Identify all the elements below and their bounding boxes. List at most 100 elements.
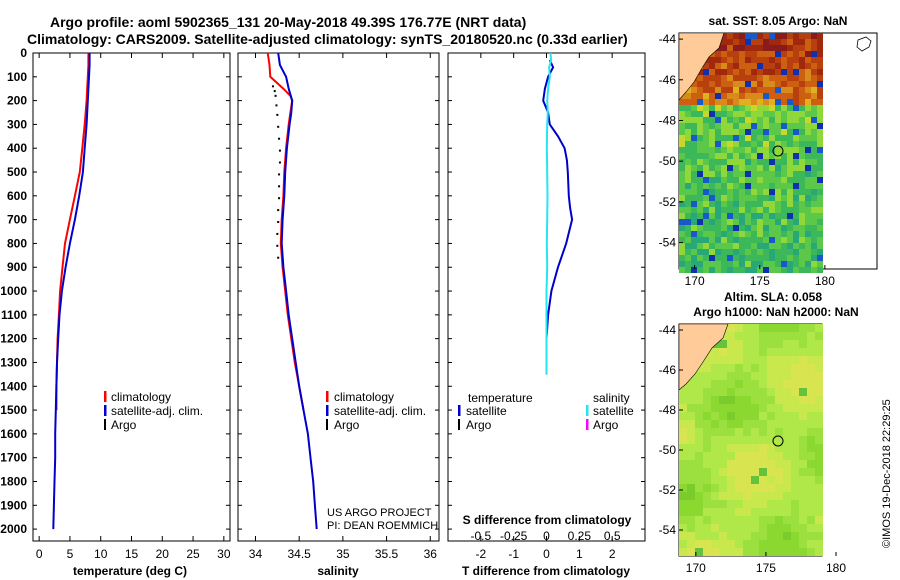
sla-cell (735, 388, 743, 396)
sst-cell (709, 99, 715, 105)
sst-cell (703, 177, 709, 183)
sla-cell (695, 532, 703, 540)
sst-cell (757, 63, 763, 69)
sla-cell (759, 420, 767, 428)
sla-cell (743, 340, 751, 348)
sst-cell (799, 183, 805, 189)
sst-cell (769, 141, 775, 147)
sla-cell (791, 348, 799, 356)
sla-cell (751, 548, 759, 556)
sla-cell (815, 452, 823, 460)
temperature-legend: climatology satellite-adj. clim. Argo (104, 390, 203, 432)
sla-cell (703, 420, 711, 428)
sst-cell (787, 159, 793, 165)
sst-cell (691, 213, 697, 219)
sst-cell (793, 93, 799, 99)
sst-cell (691, 195, 697, 201)
sst-cell (769, 51, 775, 57)
sst-cell (751, 189, 757, 195)
sst-cell (721, 45, 727, 51)
sst-cell (805, 87, 811, 93)
sla-cell (695, 380, 703, 388)
sst-cell (769, 135, 775, 141)
sst-cell (745, 159, 751, 165)
sst-cell (715, 177, 721, 183)
sla-cell (783, 420, 791, 428)
sst-cell (793, 249, 799, 255)
sst-cell (709, 225, 715, 231)
sla-cell (711, 500, 719, 508)
sla-cell (743, 412, 751, 420)
sst-cell (805, 165, 811, 171)
sst-cell (787, 111, 793, 117)
sla-cell (727, 332, 735, 340)
sst-cell (763, 147, 769, 153)
series-line (542, 59, 574, 375)
sst-cell (709, 213, 715, 219)
sst-cell (793, 123, 799, 129)
sst-cell (691, 81, 697, 87)
sla-cell (815, 332, 823, 340)
sst-cell (763, 231, 769, 237)
legend-climatology-swatch (326, 391, 329, 402)
sst-cell (763, 153, 769, 159)
sst-cell (817, 183, 823, 189)
sla-cell (735, 516, 743, 524)
sla-cell (711, 540, 719, 548)
sst-cell (721, 129, 727, 135)
sla-cell (759, 356, 767, 364)
depth-tick-label: 400 (7, 141, 27, 155)
sst-cell (805, 111, 811, 117)
sla-cell (799, 476, 807, 484)
sst-cell (709, 261, 715, 267)
sst-cell (787, 219, 793, 225)
sla-cell (735, 372, 743, 380)
sla-cell (711, 364, 719, 372)
sst-cell (733, 231, 739, 237)
sst-cell (811, 201, 817, 207)
sla-cell (719, 460, 727, 468)
sst-cell (799, 243, 805, 249)
sst-cell (769, 123, 775, 129)
sst-cell (751, 177, 757, 183)
sla-cell (687, 548, 695, 556)
sst-cell (733, 195, 739, 201)
sla-cell (703, 548, 711, 556)
sst-cell (793, 147, 799, 153)
sst-cell (781, 171, 787, 177)
sla-cell (711, 508, 719, 516)
sla-cell (775, 396, 783, 404)
sst-cell (817, 129, 823, 135)
sla-cell (743, 484, 751, 492)
sst-cell (727, 165, 733, 171)
sst-cell (691, 165, 697, 171)
sst-cell (775, 267, 781, 273)
series-line (545, 52, 553, 375)
sst-cell (793, 177, 799, 183)
sla-cell (767, 324, 775, 332)
sst-cell (781, 165, 787, 171)
sst-cell (757, 51, 763, 57)
sst-cell (745, 39, 751, 45)
sla-cell (799, 492, 807, 500)
sst-cell (697, 99, 703, 105)
sst-cell (751, 93, 757, 99)
sst-cell (757, 195, 763, 201)
sla-cell (719, 348, 727, 356)
sla-cell (807, 452, 815, 460)
sst-cell (817, 165, 823, 171)
sla-cell (775, 388, 783, 396)
sla-cell (735, 412, 743, 420)
sst-cell (739, 171, 745, 177)
difference-legend: temperature salinity satellite Argo sate… (458, 391, 634, 432)
sst-cell (811, 45, 817, 51)
sst-cell (811, 261, 817, 267)
sst-cell (727, 201, 733, 207)
sla-cell (767, 460, 775, 468)
sst-cell (817, 195, 823, 201)
sst-cell (739, 237, 745, 243)
sst-cell (817, 153, 823, 159)
legend-satellite-swatch (104, 405, 107, 416)
sst-cell (817, 237, 823, 243)
sla-cell (767, 548, 775, 556)
